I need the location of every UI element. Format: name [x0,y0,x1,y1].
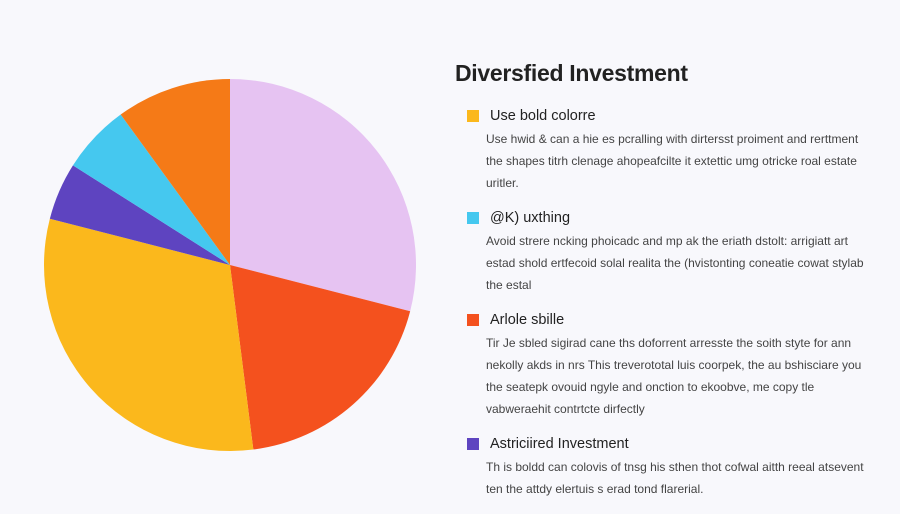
legend-heading: Arlole sbille [490,312,565,328]
legend-heading: Astriciired Investment [490,436,629,452]
pie-slice-2 [43,218,254,451]
pie-slice-5 [120,79,230,265]
legend-item: Use bold colorre Use hwid & can a hie es… [467,106,877,194]
pie-slice-0 [230,79,416,312]
legend-item: Astriciired Investment Th is boldd can c… [467,434,877,500]
legend-heading: @K) uxthing [490,210,571,226]
chart-title: Diversfied Investment [455,60,688,86]
legend-description: Tir Je sbled sigirad cane ths doforrent … [486,336,862,416]
legend-item: Arlole sbille Tir Je sbled sigirad cane … [467,310,877,420]
legend-heading: Use bold colorre [490,108,596,124]
pie-slice-3 [49,165,230,265]
legend-swatch [467,314,479,326]
pie-slice-1 [230,265,411,450]
legend-swatch [467,438,479,450]
pie-chart [43,79,416,451]
pie-slice-4 [72,114,230,265]
legend: Use bold colorre Use hwid & can a hie es… [467,106,877,514]
legend-swatch [467,212,479,224]
legend-description: Avoid strere ncking phoicadc and mp ak t… [486,234,864,292]
legend-item: @K) uxthing Avoid strere ncking phoicadc… [467,208,877,296]
legend-description: Th is boldd can colovis of tnsg his sthe… [486,460,864,496]
legend-swatch [467,110,479,122]
legend-description: Use hwid & can a hie es pcralling with d… [486,132,859,190]
